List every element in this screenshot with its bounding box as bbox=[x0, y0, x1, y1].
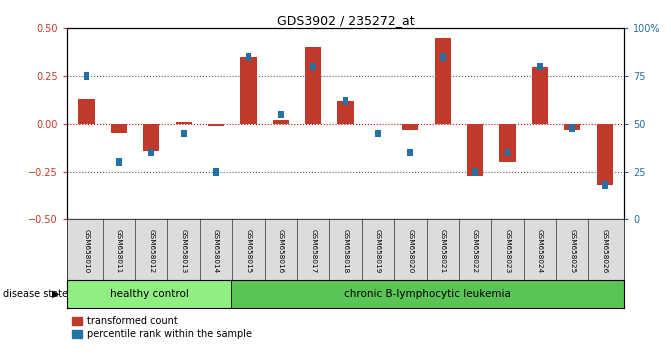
Text: GSM658020: GSM658020 bbox=[407, 229, 413, 273]
Bar bbox=[180, 130, 187, 137]
Bar bbox=[569, 124, 575, 132]
Bar bbox=[208, 124, 224, 126]
Bar bbox=[79, 99, 95, 124]
Bar bbox=[176, 122, 192, 124]
Bar bbox=[116, 158, 122, 166]
Bar bbox=[505, 149, 511, 156]
Bar bbox=[246, 53, 252, 61]
Bar bbox=[278, 110, 284, 118]
Text: GSM658024: GSM658024 bbox=[537, 229, 543, 273]
Bar bbox=[143, 124, 160, 151]
Bar bbox=[84, 72, 89, 80]
Text: GSM658021: GSM658021 bbox=[440, 229, 446, 273]
Bar bbox=[240, 57, 256, 124]
Bar bbox=[537, 63, 543, 70]
Text: GSM658012: GSM658012 bbox=[148, 229, 154, 273]
Bar bbox=[435, 38, 451, 124]
Text: disease state: disease state bbox=[3, 289, 68, 299]
Text: GSM658015: GSM658015 bbox=[246, 229, 252, 273]
Text: GSM658026: GSM658026 bbox=[602, 229, 608, 273]
Text: GSM658018: GSM658018 bbox=[343, 229, 348, 273]
Bar bbox=[472, 168, 478, 176]
Text: chronic B-lymphocytic leukemia: chronic B-lymphocytic leukemia bbox=[344, 289, 511, 299]
Bar bbox=[531, 67, 548, 124]
Bar bbox=[343, 97, 348, 105]
Bar bbox=[597, 124, 613, 185]
Bar bbox=[310, 63, 316, 70]
Bar bbox=[67, 280, 231, 308]
Text: GSM658017: GSM658017 bbox=[310, 229, 316, 273]
Bar bbox=[338, 101, 354, 124]
Bar bbox=[467, 124, 483, 176]
Text: GSM658016: GSM658016 bbox=[278, 229, 284, 273]
Bar bbox=[602, 181, 607, 189]
Bar bbox=[499, 124, 515, 162]
Text: GSM658013: GSM658013 bbox=[180, 229, 187, 273]
Bar bbox=[440, 53, 446, 61]
Bar bbox=[111, 124, 127, 133]
Text: GSM658011: GSM658011 bbox=[116, 229, 122, 273]
Title: GDS3902 / 235272_at: GDS3902 / 235272_at bbox=[276, 14, 415, 27]
Bar bbox=[272, 120, 289, 124]
Bar bbox=[564, 124, 580, 130]
Text: GSM658010: GSM658010 bbox=[83, 229, 89, 273]
Bar bbox=[402, 124, 419, 130]
Bar bbox=[148, 149, 154, 156]
Text: GSM658025: GSM658025 bbox=[569, 229, 575, 273]
Text: GSM658019: GSM658019 bbox=[375, 229, 381, 273]
Bar bbox=[375, 130, 381, 137]
Bar bbox=[231, 280, 624, 308]
Text: GSM658023: GSM658023 bbox=[505, 229, 511, 273]
Text: GSM658022: GSM658022 bbox=[472, 229, 478, 273]
Legend: transformed count, percentile rank within the sample: transformed count, percentile rank withi… bbox=[72, 316, 252, 339]
Bar bbox=[213, 168, 219, 176]
Bar bbox=[305, 47, 321, 124]
Text: ▶: ▶ bbox=[52, 289, 60, 299]
Bar bbox=[407, 149, 413, 156]
Text: GSM658014: GSM658014 bbox=[213, 229, 219, 273]
Text: healthy control: healthy control bbox=[109, 289, 189, 299]
